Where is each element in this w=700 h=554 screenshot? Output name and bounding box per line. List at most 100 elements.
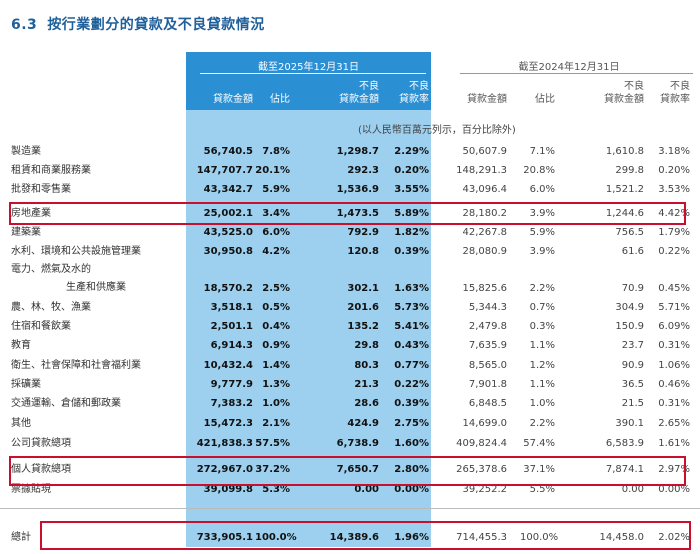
table-row: 水利、環境和公共設施管理業 30,950.8 4.2% 120.8 0.39% 28,08… xyxy=(0,242,700,261)
cell-loan-amount-current: 421,838.3 xyxy=(196,438,253,449)
current-period-underline xyxy=(200,73,426,74)
cell-npl-ratio-prior: 0.20% xyxy=(658,165,690,176)
col-header-npl-ratio-current: 不良 貸款率 xyxy=(399,81,429,105)
table-row: 批發和零售業 43,342.7 5.9% 1,536.9 3.55% 43,096.4 6.… xyxy=(0,180,700,199)
cell-loan-amount-current: 15,472.3 xyxy=(203,418,253,429)
cell-loan-amount-current: 25,002.1 xyxy=(203,208,253,219)
cell-npl-amount-current: 1,536.9 xyxy=(336,184,379,195)
cell-npl-ratio-current: 0.39% xyxy=(394,398,429,409)
cell-loan-amount-prior: 2,479.8 xyxy=(468,321,507,332)
cell-npl-amount-current: 14,389.6 xyxy=(329,532,379,543)
cell-share-prior: 3.9% xyxy=(529,246,555,257)
cell-loan-amount-current: 272,967.0 xyxy=(196,464,253,475)
section-number: 6.3 xyxy=(11,17,38,33)
cell-share-current: 2.5% xyxy=(262,283,290,294)
cell-share-current: 0.4% xyxy=(262,321,290,332)
table-row: 建築業 43,525.0 6.0% 792.9 1.82% 42,267.8 5.9% 756… xyxy=(0,223,700,242)
row-label: 衛生、社會保障和社會福利業 xyxy=(11,360,141,371)
col-header-npl-ratio-prior: 不良 貸款率 xyxy=(660,81,690,105)
cell-npl-amount-prior: 1,521.2 xyxy=(605,184,644,195)
cell-npl-ratio-current: 5.89% xyxy=(394,208,429,219)
table-row: 交通運輸、倉儲和郵政業 7,383.2 1.0% 28.6 0.39% 6,848.5 1.… xyxy=(0,394,700,413)
cell-loan-amount-prior: 15,825.6 xyxy=(462,283,507,294)
table-row: 電力、燃氣及水的 生產和供應業 18,570.2 2.5% 302.1 1.63% 15,8… xyxy=(0,262,700,298)
cell-loan-amount-prior: 28,080.9 xyxy=(462,246,507,257)
cell-loan-amount-current: 43,342.7 xyxy=(203,184,253,195)
cell-loan-amount-current: 147,707.7 xyxy=(196,165,253,176)
cell-loan-amount-current: 6,914.3 xyxy=(210,340,253,351)
cell-share-current: 1.4% xyxy=(262,360,290,371)
cell-npl-amount-current: 292.3 xyxy=(347,165,379,176)
row-label: 批發和零售業 xyxy=(11,184,71,195)
cell-loan-amount-current: 9,777.9 xyxy=(210,379,253,390)
table-row: 個人貸款總項 272,967.0 37.2% 7,650.7 2.80% 265,378.… xyxy=(0,460,700,479)
cell-share-prior: 0.3% xyxy=(529,321,555,332)
cell-npl-ratio-current: 0.77% xyxy=(394,360,429,371)
col-header-npl-prior: 不良 貸款金額 xyxy=(604,81,644,105)
section-title: 6.3 按行業劃分的貸款及不良貸款情況 xyxy=(11,14,265,34)
cell-share-current: 57.5% xyxy=(255,438,290,449)
row-label: 總計 xyxy=(11,532,31,543)
cell-npl-amount-current: 80.3 xyxy=(354,360,379,371)
cell-share-current: 4.2% xyxy=(262,246,290,257)
cell-npl-ratio-prior: 4.42% xyxy=(658,208,690,219)
cell-npl-ratio-prior: 2.65% xyxy=(658,418,690,429)
table-row: 採礦業 9,777.9 1.3% 21.3 0.22% 7,901.8 1.1% 36.5 0.… xyxy=(0,375,700,394)
col-header-share-current: 佔比 xyxy=(270,94,290,105)
table-row: 公司貸款總項 421,838.3 57.5% 6,738.9 1.60% 409,824.… xyxy=(0,434,700,453)
cell-npl-ratio-prior: 2.02% xyxy=(658,532,690,543)
cell-loan-amount-current: 30,950.8 xyxy=(203,246,253,257)
cell-share-prior: 3.9% xyxy=(529,208,555,219)
row-label: 票據貼現 xyxy=(11,484,51,495)
cell-npl-amount-prior: 0.00 xyxy=(621,484,644,495)
cell-share-prior: 1.1% xyxy=(529,340,555,351)
col-header-loan-amount-current: 貸款金額 xyxy=(213,94,253,105)
cell-npl-amount-prior: 36.5 xyxy=(621,379,644,390)
cell-npl-ratio-current: 5.41% xyxy=(394,321,429,332)
cell-loan-amount-current: 3,518.1 xyxy=(210,302,253,313)
cell-npl-ratio-prior: 0.22% xyxy=(658,246,690,257)
cell-share-prior: 2.2% xyxy=(529,283,555,294)
cell-npl-amount-prior: 70.9 xyxy=(621,283,644,294)
cell-loan-amount-prior: 7,901.8 xyxy=(468,379,507,390)
cell-loan-amount-current: 733,905.1 xyxy=(196,532,253,543)
cell-share-prior: 2.2% xyxy=(529,418,555,429)
cell-share-prior: 1.1% xyxy=(529,379,555,390)
highlight-real-estate-row xyxy=(9,202,686,225)
cell-npl-amount-prior: 756.5 xyxy=(615,227,644,238)
cell-share-current: 1.0% xyxy=(262,398,290,409)
current-period-label: 截至2025年12月31日 xyxy=(258,62,359,73)
cell-npl-amount-prior: 1,610.8 xyxy=(605,146,644,157)
cell-npl-ratio-current: 1.60% xyxy=(394,438,429,449)
row-label-continued: 生產和供應業 xyxy=(66,282,126,293)
cell-npl-amount-prior: 90.9 xyxy=(621,360,644,371)
cell-npl-ratio-current: 2.80% xyxy=(394,464,429,475)
cell-loan-amount-prior: 7,635.9 xyxy=(468,340,507,351)
cell-npl-ratio-current: 1.96% xyxy=(394,532,429,543)
cell-loan-amount-current: 7,383.2 xyxy=(210,398,253,409)
row-label: 住宿和餐飲業 xyxy=(11,321,71,332)
cell-share-current: 0.9% xyxy=(262,340,290,351)
cell-loan-amount-prior: 39,252.2 xyxy=(462,484,507,495)
table-row: 票據貼現 39,099.8 5.3% 0.00 0.00% 39,252.2 5.5% 0.0… xyxy=(0,480,700,499)
cell-loan-amount-prior: 8,565.0 xyxy=(468,360,507,371)
row-label: 農、林、牧、漁業 xyxy=(11,302,91,313)
current-period-column-bg xyxy=(186,52,431,547)
cell-share-current: 1.3% xyxy=(262,379,290,390)
cell-npl-ratio-prior: 0.00% xyxy=(658,484,690,495)
table-row: 農、林、牧、漁業 3,518.1 0.5% 201.6 5.73% 5,344.3 0.7%… xyxy=(0,298,700,317)
cell-npl-amount-current: 21.3 xyxy=(354,379,379,390)
cell-share-prior: 0.7% xyxy=(529,302,555,313)
cell-npl-amount-current: 28.6 xyxy=(354,398,379,409)
cell-npl-ratio-prior: 1.61% xyxy=(658,438,690,449)
cell-share-prior: 5.9% xyxy=(529,227,555,238)
cell-npl-ratio-prior: 0.31% xyxy=(658,340,690,351)
table-row: 製造業 56,740.5 7.8% 1,298.7 2.29% 50,607.9 7.1% 1… xyxy=(0,142,700,161)
cell-loan-amount-current: 2,501.1 xyxy=(210,321,253,332)
table-row: 房地產業 25,002.1 3.4% 1,473.5 5.89% 28,180.2 3.9%… xyxy=(0,204,700,223)
cell-share-current: 5.3% xyxy=(262,484,290,495)
current-period-header-bar xyxy=(186,52,431,110)
cell-npl-ratio-prior: 2.97% xyxy=(658,464,690,475)
cell-share-current: 20.1% xyxy=(255,165,290,176)
cell-npl-amount-prior: 21.5 xyxy=(621,398,644,409)
